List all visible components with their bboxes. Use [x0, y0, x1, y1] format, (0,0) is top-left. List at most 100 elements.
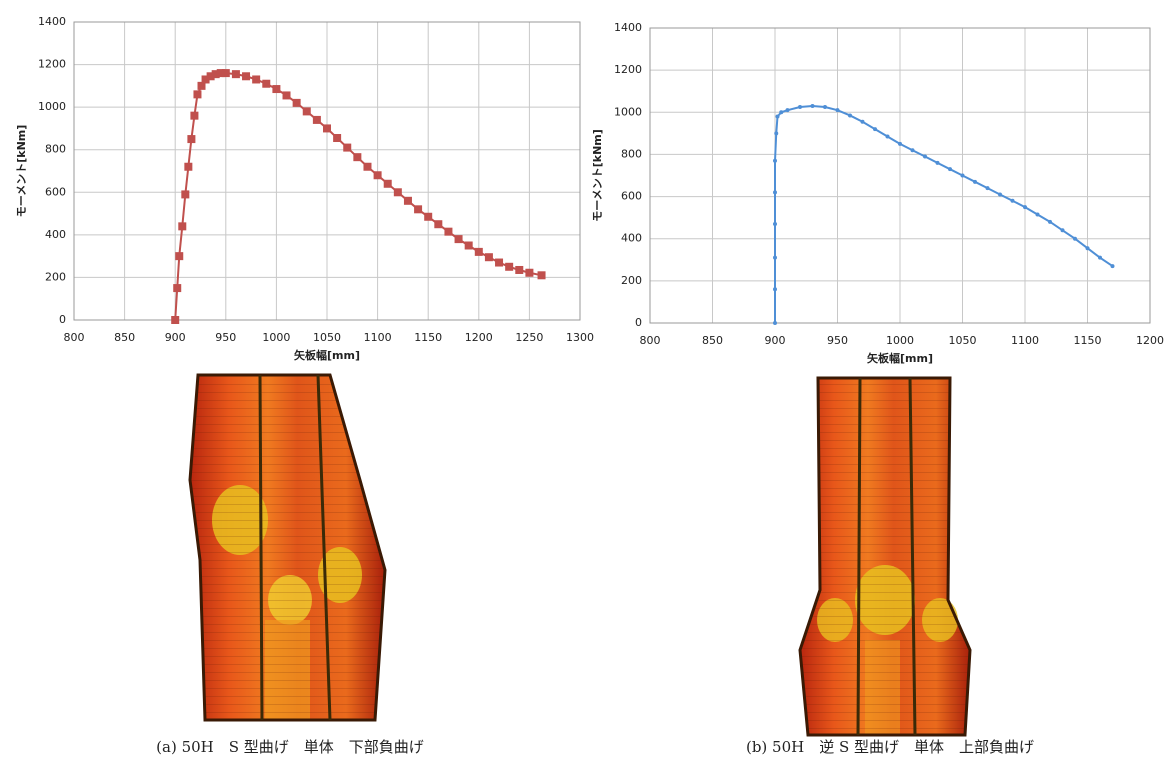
marker	[515, 266, 523, 274]
x-tick-label: 1200	[1136, 334, 1164, 347]
x-tick-label: 950	[215, 331, 236, 344]
y-tick-label: 600	[621, 190, 642, 203]
marker	[444, 228, 452, 236]
marker	[911, 148, 915, 152]
marker	[936, 161, 940, 165]
marker	[798, 105, 802, 109]
marker	[173, 284, 181, 292]
marker	[323, 124, 331, 132]
fe-image-b	[800, 378, 970, 735]
marker	[242, 72, 250, 80]
marker	[538, 271, 546, 279]
marker	[1023, 205, 1027, 209]
y-tick-label: 1200	[38, 58, 66, 71]
x-tick-label: 1000	[886, 334, 914, 347]
y-tick-label: 1200	[614, 63, 642, 76]
x-tick-label: 950	[827, 334, 848, 347]
marker	[187, 135, 195, 143]
x-tick-label: 1150	[1074, 334, 1102, 347]
marker	[434, 220, 442, 228]
marker	[773, 222, 777, 226]
marker	[181, 190, 189, 198]
marker	[1098, 256, 1102, 260]
marker	[495, 259, 503, 267]
y-axis-label: モーメント[kNm]	[15, 125, 28, 218]
y-tick-label: 0	[59, 313, 66, 326]
marker	[773, 321, 777, 325]
marker	[861, 120, 865, 124]
x-tick-label: 1250	[515, 331, 543, 344]
marker	[973, 180, 977, 184]
marker	[262, 80, 270, 88]
x-tick-label: 1150	[414, 331, 442, 344]
marker	[1086, 246, 1090, 250]
marker	[455, 235, 463, 243]
marker	[404, 197, 412, 205]
x-tick-label: 1000	[262, 331, 290, 344]
marker	[384, 180, 392, 188]
marker	[485, 253, 493, 261]
marker	[836, 108, 840, 112]
marker	[525, 269, 533, 277]
marker	[1061, 228, 1065, 232]
y-tick-label: 600	[45, 185, 66, 198]
marker	[923, 155, 927, 159]
marker	[178, 222, 186, 230]
marker	[313, 116, 321, 124]
y-tick-label: 400	[45, 228, 66, 241]
figure: 0 200 400 600 800 1000 1200 1400 800 850 900 950 100…	[0, 0, 1164, 764]
marker	[998, 192, 1002, 196]
y-tick-label: 1000	[614, 105, 642, 118]
fe-image-a	[190, 375, 385, 720]
marker	[333, 134, 341, 142]
marker	[252, 75, 260, 83]
marker	[394, 188, 402, 196]
marker	[272, 85, 280, 93]
marker	[773, 287, 777, 291]
marker	[232, 70, 240, 78]
marker	[823, 105, 827, 109]
marker	[811, 104, 815, 108]
x-tick-label: 900	[165, 331, 186, 344]
x-tick-label: 800	[640, 334, 661, 347]
marker	[873, 127, 877, 131]
y-axis-label: モーメント[kNm]	[591, 129, 604, 222]
marker	[886, 135, 890, 139]
marker	[353, 153, 361, 161]
y-tick-label: 1400	[614, 21, 642, 34]
marker	[1011, 199, 1015, 203]
marker	[505, 263, 513, 271]
marker	[283, 91, 291, 99]
marker	[293, 99, 301, 107]
marker	[986, 186, 990, 190]
marker	[465, 242, 473, 250]
x-tick-label: 1200	[465, 331, 493, 344]
marker	[424, 213, 432, 221]
x-tick-label: 900	[765, 334, 786, 347]
marker	[774, 131, 778, 135]
caption: (a) 50H S 型曲げ 単体 下部負曲げ	[156, 738, 424, 756]
x-tick-label: 1100	[364, 331, 392, 344]
marker	[374, 171, 382, 179]
marker	[1111, 264, 1115, 268]
marker	[848, 113, 852, 117]
caption: (b) 50H 逆 S 型曲げ 単体 上部負曲げ	[746, 738, 1034, 756]
marker	[171, 316, 179, 324]
marker	[222, 69, 230, 77]
marker	[363, 163, 371, 171]
x-tick-label: 1100	[1011, 334, 1039, 347]
marker	[475, 248, 483, 256]
y-tick-label: 200	[621, 274, 642, 287]
x-tick-label: 850	[702, 334, 723, 347]
marker	[343, 144, 351, 152]
marker	[1073, 237, 1077, 241]
marker	[948, 167, 952, 171]
marker	[961, 174, 965, 178]
y-tick-label: 1000	[38, 100, 66, 113]
marker	[193, 90, 201, 98]
marker	[898, 142, 902, 146]
marker	[303, 107, 311, 115]
marker	[1048, 220, 1052, 224]
x-tick-label: 800	[64, 331, 85, 344]
y-tick-label: 800	[621, 147, 642, 160]
